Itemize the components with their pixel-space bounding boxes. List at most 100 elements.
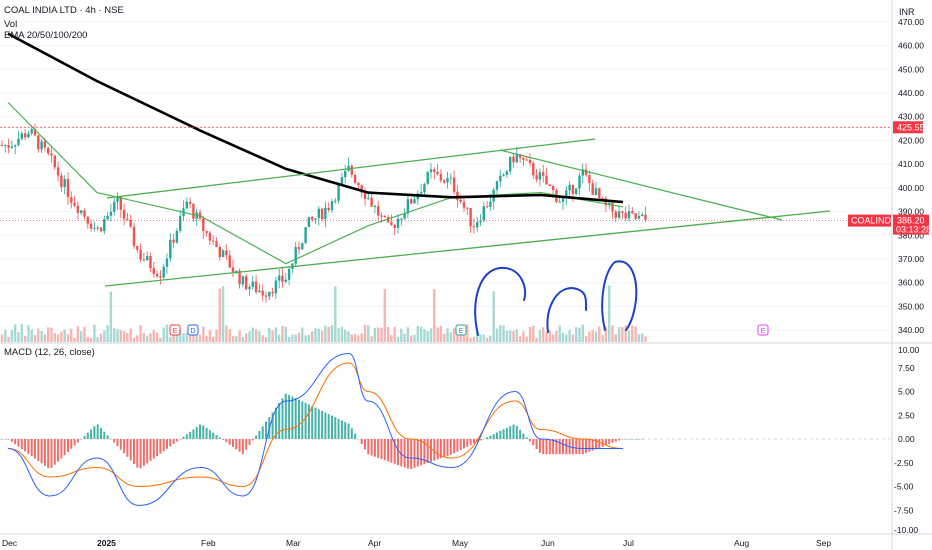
candle-body xyxy=(304,227,307,244)
price-axis-tick: 360.00 xyxy=(898,278,924,288)
candle-body xyxy=(40,141,43,150)
macd-histogram-bar xyxy=(555,439,558,455)
volume-bar xyxy=(50,327,53,342)
hand-drawn-annotation[interactable] xyxy=(546,286,588,333)
volume-bar xyxy=(202,326,205,342)
trendline-2[interactable] xyxy=(106,138,596,199)
macd-histogram-bar xyxy=(294,398,297,439)
candle-body xyxy=(139,249,142,260)
macd-histogram-bar xyxy=(70,439,73,449)
event-marker-label: E xyxy=(459,328,464,335)
macd-histogram-bar xyxy=(298,399,300,439)
candle-body xyxy=(86,216,89,224)
event-marker-label: D xyxy=(190,328,195,335)
event-marker[interactable]: E xyxy=(169,324,181,336)
candle-body xyxy=(228,255,231,268)
volume-bar xyxy=(205,335,208,342)
macd-histogram-bar xyxy=(370,439,373,456)
macd-histogram-bar xyxy=(496,432,498,439)
candle-body xyxy=(380,215,383,217)
event-marker[interactable]: D xyxy=(187,324,199,336)
candle-body xyxy=(221,250,225,258)
macd-histogram-bar xyxy=(453,439,456,454)
symbol-title[interactable]: COAL INDIA LTD · 4h · NSE xyxy=(4,5,124,16)
candle-body xyxy=(248,286,251,290)
macd-histogram-bar xyxy=(562,439,564,455)
event-marker[interactable]: E xyxy=(757,324,769,336)
candle-body xyxy=(14,144,17,147)
macd-histogram-bar xyxy=(525,437,528,439)
price-axis-tick: 350.00 xyxy=(898,301,924,311)
candle-body xyxy=(268,291,271,297)
candle-body xyxy=(320,208,324,220)
candle-body xyxy=(551,186,555,191)
event-marker[interactable]: E xyxy=(455,324,467,336)
volume-bar xyxy=(581,324,584,342)
volume-bar xyxy=(396,336,400,342)
candle-body xyxy=(311,216,314,220)
candle-body xyxy=(126,218,129,220)
candle-body xyxy=(485,206,489,208)
trendline-3[interactable] xyxy=(499,149,783,221)
ema-legend[interactable]: EMA 20/50/100/200 xyxy=(4,30,88,41)
macd-histogram-bar xyxy=(129,439,132,461)
volume-bar xyxy=(555,330,558,342)
hand-drawn-annotation[interactable] xyxy=(474,266,527,336)
macd-histogram-bar xyxy=(552,439,555,455)
volume-bar xyxy=(532,325,535,342)
macd-histogram-bar xyxy=(189,431,192,439)
volume-bar xyxy=(614,334,617,342)
volume-bar xyxy=(340,326,344,342)
last-price-tag xyxy=(893,214,929,235)
volume-bar xyxy=(320,330,324,342)
candle-body xyxy=(459,199,462,202)
volume-bar xyxy=(139,325,142,342)
volume-bar xyxy=(380,327,383,342)
candle-body xyxy=(17,138,20,145)
macd-histogram-bar xyxy=(604,439,607,446)
macd-histogram-bar xyxy=(631,439,634,440)
candle-body xyxy=(584,169,588,176)
macd-histogram-bar xyxy=(109,438,112,440)
macd-histogram-bar xyxy=(202,425,205,439)
candle-body xyxy=(571,184,575,194)
macd-histogram-bar xyxy=(238,439,241,452)
macd-histogram-bar xyxy=(225,439,228,443)
candle-body xyxy=(452,177,456,192)
macd-histogram-bar xyxy=(360,439,363,445)
vol-legend[interactable]: Vol xyxy=(4,19,18,30)
macd-histogram-bar xyxy=(278,403,281,439)
ema-200-line xyxy=(7,32,624,204)
macd-axis-tick: 2.50 xyxy=(898,410,915,420)
volume-bar xyxy=(446,328,449,342)
macd-histogram-bar xyxy=(489,435,492,439)
currency-label[interactable]: INR xyxy=(899,7,915,17)
volume-bar xyxy=(416,325,419,342)
macd-histogram-bar xyxy=(106,435,109,439)
volume-bar xyxy=(221,286,225,342)
volume-bar xyxy=(495,328,499,342)
candle-body xyxy=(225,250,228,256)
candle-body xyxy=(611,202,614,212)
volume-bar xyxy=(37,328,40,342)
macd-histogram-bar xyxy=(406,439,409,469)
macd-histogram-bar xyxy=(446,439,449,456)
volume-bar xyxy=(251,327,254,342)
macd-histogram-bar xyxy=(317,409,320,439)
volume-bar xyxy=(99,333,103,342)
volume-bar xyxy=(426,330,429,342)
hand-drawn-annotation[interactable] xyxy=(601,260,638,331)
macd-histogram-bar xyxy=(469,439,472,446)
macd-legend[interactable]: MACD (12, 26, close) xyxy=(4,347,95,358)
macd-histogram-bar xyxy=(387,439,390,462)
time-axis-tick: Apr xyxy=(368,538,381,548)
volume-bar xyxy=(238,330,241,342)
trendline-1[interactable] xyxy=(104,210,831,287)
volume-bar xyxy=(571,334,575,342)
candle-body xyxy=(172,239,175,243)
macd-histogram-bar xyxy=(598,439,601,449)
candle-body xyxy=(396,218,400,229)
time-axis-tick: 2025 xyxy=(97,538,116,548)
